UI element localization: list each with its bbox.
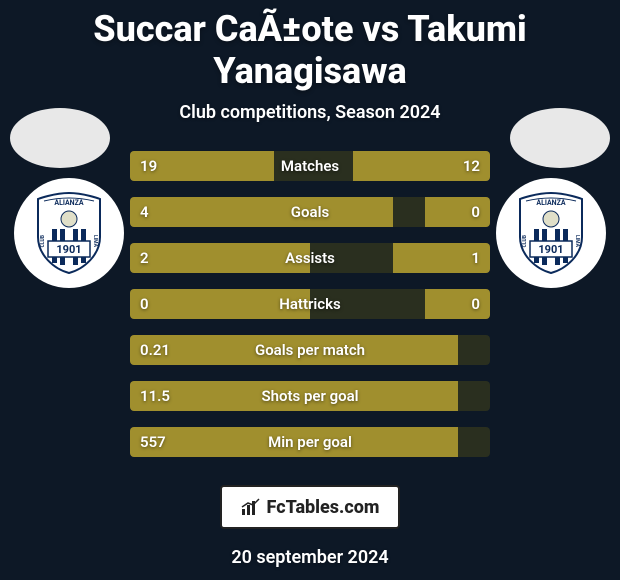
- stat-bar-left: [130, 243, 310, 273]
- footer-brand-text: FcTables.com: [267, 497, 380, 518]
- stat-value-left: 4: [140, 203, 149, 221]
- stat-row: Shots per goal 11.5: [130, 381, 490, 411]
- stat-name: Matches: [281, 157, 339, 175]
- footer-brand-logo[interactable]: FcTables.com: [220, 485, 400, 529]
- stat-name: Assists: [285, 249, 335, 267]
- stat-name: Shots per goal: [261, 387, 358, 405]
- stat-row: Goals per match 0.21: [130, 335, 490, 365]
- page-title: Succar CaÃ±ote vs Takumi Yanagisawa: [0, 0, 620, 92]
- footer-date: 20 september 2024: [0, 547, 620, 568]
- chart-icon: [241, 498, 261, 516]
- stat-row: Matches 19 12: [130, 151, 490, 181]
- stat-value-left: 19: [140, 157, 157, 175]
- stat-row: Assists 2 1: [130, 243, 490, 273]
- stat-value-right: 0: [471, 203, 480, 221]
- stat-bar-left: [130, 197, 393, 227]
- stat-value-left: 557: [140, 433, 166, 451]
- stat-name: Goals: [291, 203, 329, 221]
- stat-value-left: 2: [140, 249, 149, 267]
- stat-value-left: 0: [140, 295, 149, 313]
- stats-bars-container: Matches1912Goals40Assists21Hattricks00Go…: [130, 151, 490, 457]
- stat-name: Min per goal: [268, 433, 352, 451]
- stat-row: Min per goal 557: [130, 427, 490, 457]
- stat-name: Hattricks: [279, 295, 341, 313]
- stat-value-left: 11.5: [140, 387, 170, 405]
- stat-value-right: 12: [463, 157, 480, 175]
- stat-name: Goals per match: [255, 341, 365, 359]
- stat-row: Hattricks 0 0: [130, 289, 490, 319]
- stat-value-left: 0.21: [140, 341, 170, 359]
- stat-value-right: 1: [471, 249, 480, 267]
- stat-row: Goals 4 0: [130, 197, 490, 227]
- stat-value-right: 0: [471, 295, 480, 313]
